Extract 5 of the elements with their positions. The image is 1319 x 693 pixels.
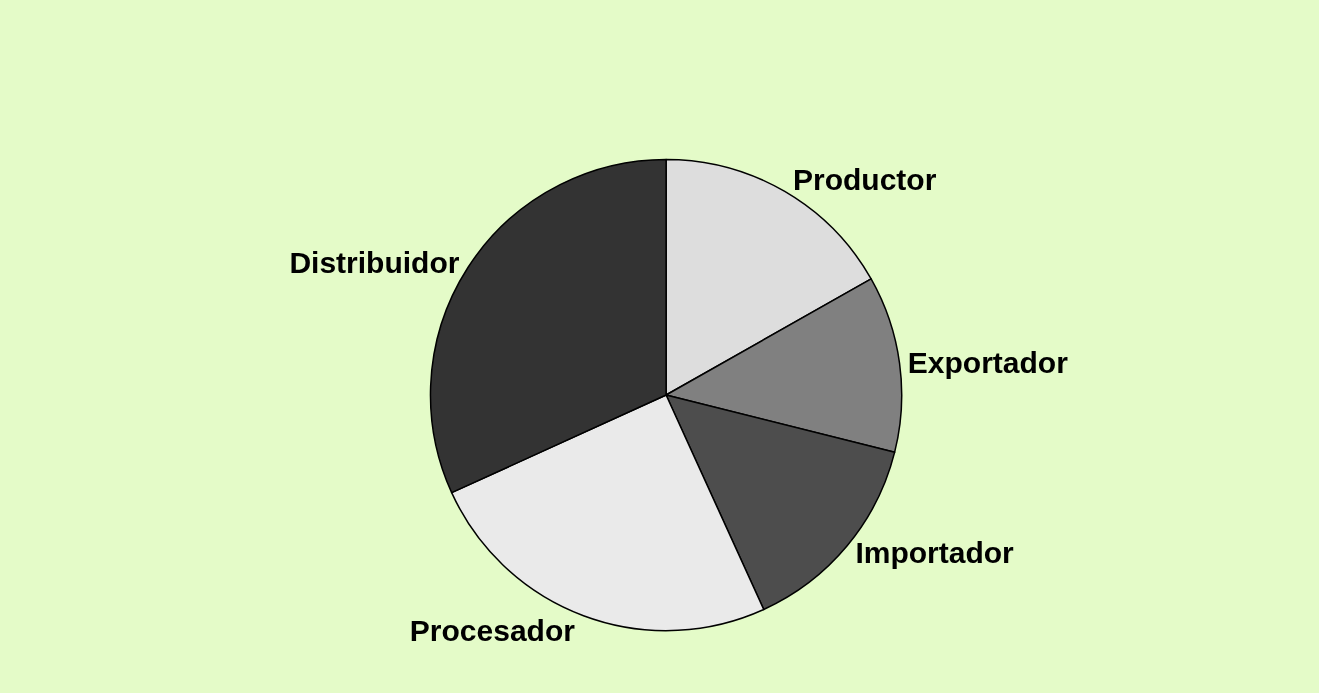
slice-label: Productor — [793, 162, 937, 196]
slice-label: Importador — [855, 536, 1015, 570]
slice-label: Procesador — [409, 613, 576, 647]
slice-label: Distribuidor — [289, 246, 460, 280]
slice-label: Exportador — [907, 346, 1069, 380]
